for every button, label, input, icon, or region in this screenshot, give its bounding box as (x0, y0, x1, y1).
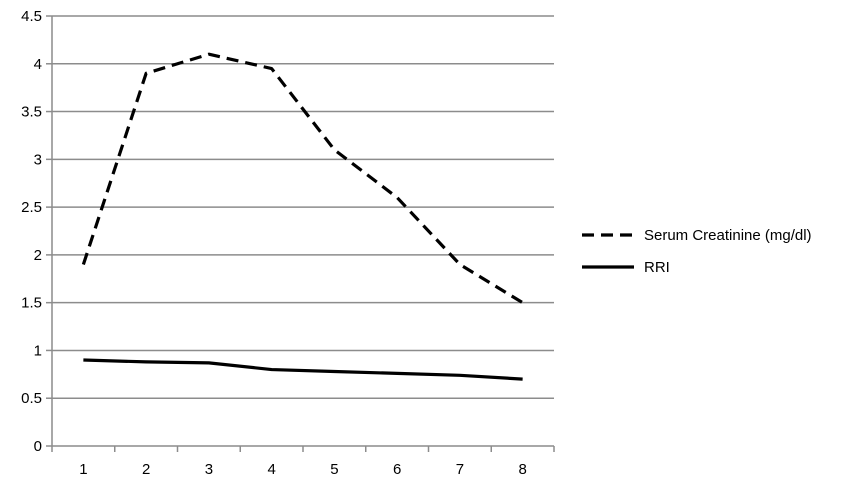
x-tick-label: 8 (518, 461, 526, 478)
x-tick-label: 3 (205, 461, 213, 478)
y-tick-label: 3 (34, 151, 42, 168)
y-tick-label: 2 (34, 247, 42, 264)
series-lines (81, 52, 524, 381)
legend-label: Serum Creatinine (mg/dl) (644, 227, 812, 244)
x-tick-label: 4 (267, 461, 275, 478)
x-tick-label: 5 (330, 461, 338, 478)
x-tick-label: 6 (393, 461, 401, 478)
y-tick-label: 0.5 (21, 390, 42, 407)
y-tick-label: 2.5 (21, 199, 42, 216)
x-tick-label: 7 (456, 461, 464, 478)
y-tick-label: 3.5 (21, 104, 42, 121)
legend-label: RRI (644, 259, 670, 276)
x-tick-label: 2 (142, 461, 150, 478)
series-line-serum-creatinine (81, 52, 524, 305)
legend: Serum Creatinine (mg/dl) RRI (582, 227, 812, 276)
series-line-rri (83, 358, 523, 381)
axes (46, 15, 555, 452)
x-tick-label: 1 (79, 461, 87, 478)
y-tick-label: 4 (34, 56, 42, 73)
y-tick-label: 4.5 (21, 8, 42, 25)
y-tick-label: 1.5 (21, 295, 42, 312)
y-axis-tick-labels: 0 0.5 1 1.5 2 2.5 3 3.5 4 4.5 (21, 8, 42, 455)
y-tick-label: 1 (34, 342, 42, 359)
x-axis-tick-labels: 1 2 3 4 5 6 7 8 (79, 461, 527, 478)
y-tick-label: 0 (34, 438, 42, 455)
grid-lines (52, 15, 554, 399)
